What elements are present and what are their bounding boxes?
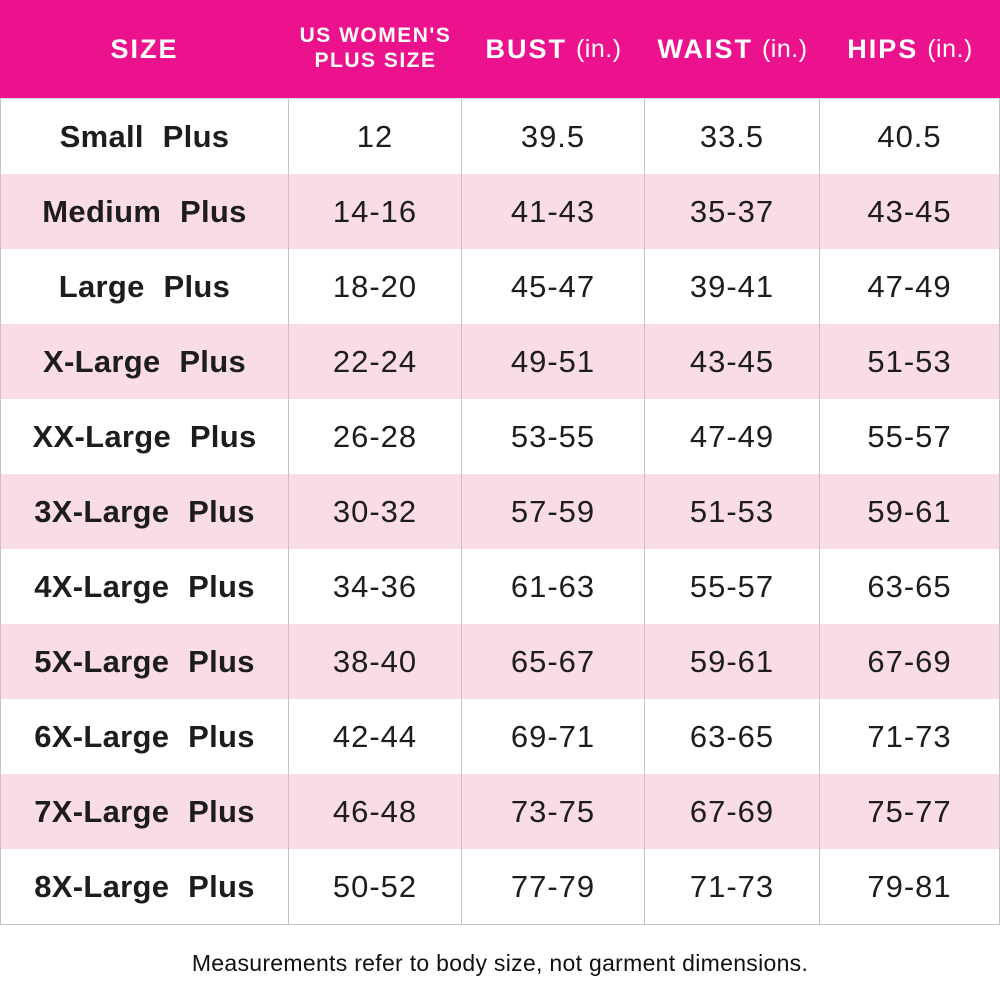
waist-cell: 59-61 [645,624,820,699]
waist-header-label: WAIST [657,33,753,64]
table-row-7x-large-plus: 7X-Large Plus 46-48 73-75 67-69 75-77 [1,774,999,849]
size-chart-table: SIZE US WOMEN'S PLUS SIZE BUST (in.) WAI… [0,0,1000,925]
size-label-cell: 4X-Large Plus [1,549,289,624]
waist-cell: 55-57 [645,549,820,624]
table-row-3x-large-plus: 3X-Large Plus 30-32 57-59 51-53 59-61 [1,474,999,549]
waist-cell: 51-53 [645,474,820,549]
us-size-cell: 50-52 [289,849,462,924]
column-header-us-plus-size: US WOMEN'S PLUS SIZE [289,0,462,98]
us-size-cell: 14-16 [289,174,462,249]
size-label-cell: X-Large Plus [1,324,289,399]
hips-cell: 51-53 [867,343,952,379]
table-header-row: SIZE US WOMEN'S PLUS SIZE BUST (in.) WAI… [0,0,1000,98]
waist-header-unit: (in.) [761,34,808,63]
table-row-x-large-plus: X-Large Plus 22-24 49-51 43-45 51-53 [1,324,999,399]
us-plus-size-header-line2: PLUS SIZE [314,49,437,72]
hips-cell: 71-73 [867,718,952,754]
us-plus-size-header-line1: US WOMEN'S [299,24,452,48]
hips-cell: 67-69 [867,643,952,679]
column-header-waist: WAIST (in.) [645,0,820,98]
size-label-cell: Small Plus [1,99,289,174]
table-row-6x-large-plus: 6X-Large Plus 42-44 69-71 63-65 71-73 [1,699,999,774]
us-size-cell: 38-40 [289,624,462,699]
size-header-label: SIZE [110,33,179,64]
size-label-cell: 7X-Large Plus [1,774,289,849]
table-row-8x-large-plus: 8X-Large Plus 50-52 77-79 71-73 79-81 [1,849,999,924]
column-header-size: SIZE [0,0,289,98]
size-label-cell: Large Plus [1,249,289,324]
bust-cell: 45-47 [462,249,645,324]
waist-cell: 43-45 [645,324,820,399]
table-row-large-plus: Large Plus 18-20 45-47 39-41 47-49 [1,249,999,324]
bust-cell: 49-51 [462,324,645,399]
bust-cell: 57-59 [462,474,645,549]
column-header-hips: HIPS (in.) [820,0,1000,98]
waist-cell: 35-37 [645,174,820,249]
table-row-4x-large-plus: 4X-Large Plus 34-36 61-63 55-57 63-65 [1,549,999,624]
bust-cell: 77-79 [462,849,645,924]
us-size-cell: 26-28 [289,399,462,474]
us-size-cell: 12 [289,99,462,174]
waist-cell: 63-65 [645,699,820,774]
bust-cell: 69-71 [462,699,645,774]
hips-cell: 75-77 [867,793,952,829]
hips-cell: 47-49 [867,268,952,304]
us-size-cell: 42-44 [289,699,462,774]
us-size-cell: 18-20 [289,249,462,324]
size-label-cell: XX-Large Plus [1,399,289,474]
table-row-small-plus: Small Plus 12 39.5 33.5 40.5 [1,99,999,174]
waist-cell: 67-69 [645,774,820,849]
hips-cell: 79-81 [867,868,952,904]
us-size-cell: 46-48 [289,774,462,849]
bust-cell: 65-67 [462,624,645,699]
column-header-bust: BUST (in.) [462,0,645,98]
size-label-cell: 8X-Large Plus [1,849,289,924]
bust-header-label: BUST [485,33,567,64]
table-row-5x-large-plus: 5X-Large Plus 38-40 65-67 59-61 67-69 [1,624,999,699]
size-label-cell: Medium Plus [1,174,289,249]
waist-cell: 39-41 [645,249,820,324]
size-label-cell: 5X-Large Plus [1,624,289,699]
size-label-cell: 3X-Large Plus [1,474,289,549]
hips-header-label: HIPS [847,33,919,64]
size-label-cell: 6X-Large Plus [1,699,289,774]
hips-cell: 43-45 [867,193,952,229]
bust-cell: 73-75 [462,774,645,849]
hips-cell: 40.5 [877,118,942,154]
bust-cell: 41-43 [462,174,645,249]
table-row-medium-plus: Medium Plus 14-16 41-43 35-37 43-45 [1,174,999,249]
hips-cell: 63-65 [867,568,952,604]
us-size-cell: 22-24 [289,324,462,399]
us-size-cell: 34-36 [289,549,462,624]
waist-cell: 71-73 [645,849,820,924]
waist-cell: 33.5 [645,99,820,174]
measurement-footnote: Measurements refer to body size, not gar… [191,950,809,976]
hips-cell: 55-57 [867,418,952,454]
table-body: Small Plus 12 39.5 33.5 40.5 Medium Plus… [0,98,1000,925]
hips-header-unit: (in.) [927,34,973,63]
us-size-cell: 30-32 [289,474,462,549]
hips-cell: 59-61 [867,493,952,529]
table-row-xx-large-plus: XX-Large Plus 26-28 53-55 47-49 55-57 [1,399,999,474]
bust-cell: 39.5 [462,99,645,174]
bust-cell: 61-63 [462,549,645,624]
bust-cell: 53-55 [462,399,645,474]
bust-header-unit: (in.) [575,34,622,63]
waist-cell: 47-49 [645,399,820,474]
